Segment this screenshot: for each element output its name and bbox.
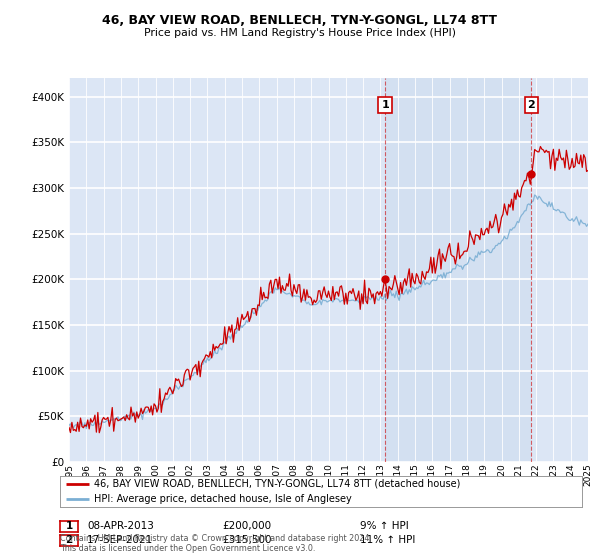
Text: 46, BAY VIEW ROAD, BENLLECH, TYN-Y-GONGL, LL74 8TT (detached house): 46, BAY VIEW ROAD, BENLLECH, TYN-Y-GONGL… — [94, 479, 460, 489]
Text: Contains HM Land Registry data © Crown copyright and database right 2024.
This d: Contains HM Land Registry data © Crown c… — [60, 534, 372, 553]
Text: 46, BAY VIEW ROAD, BENLLECH, TYN-Y-GONGL, LL74 8TT: 46, BAY VIEW ROAD, BENLLECH, TYN-Y-GONGL… — [103, 14, 497, 27]
Text: 1: 1 — [65, 521, 73, 531]
Text: £315,500: £315,500 — [222, 535, 271, 545]
Text: Price paid vs. HM Land Registry's House Price Index (HPI): Price paid vs. HM Land Registry's House … — [144, 28, 456, 38]
Text: 2: 2 — [65, 535, 73, 545]
Text: £200,000: £200,000 — [222, 521, 271, 531]
Bar — [385, 78, 531, 462]
Text: 2: 2 — [527, 100, 535, 110]
Text: 1: 1 — [381, 100, 389, 110]
Text: 9% ↑ HPI: 9% ↑ HPI — [360, 521, 409, 531]
Text: 17-SEP-2021: 17-SEP-2021 — [87, 535, 153, 545]
Text: 11% ↑ HPI: 11% ↑ HPI — [360, 535, 415, 545]
Text: 08-APR-2013: 08-APR-2013 — [87, 521, 154, 531]
Text: HPI: Average price, detached house, Isle of Anglesey: HPI: Average price, detached house, Isle… — [94, 494, 352, 504]
